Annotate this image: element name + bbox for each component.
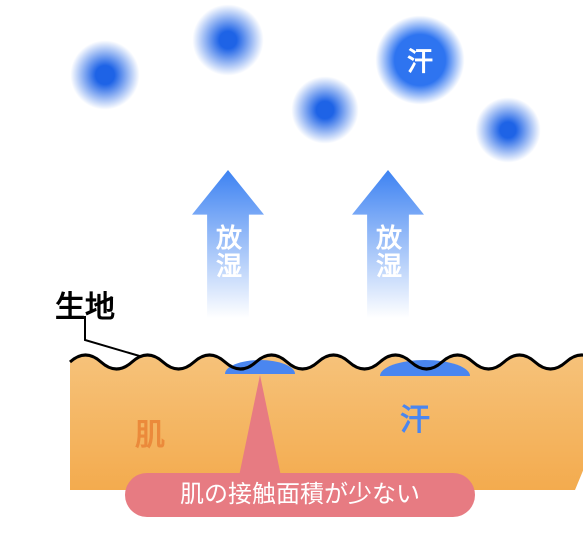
callout-bubble: 肌の接触面積が少ない bbox=[125, 473, 475, 517]
callout-text: 肌の接触面積が少ない bbox=[180, 481, 420, 508]
callout-pointer bbox=[0, 0, 583, 548]
